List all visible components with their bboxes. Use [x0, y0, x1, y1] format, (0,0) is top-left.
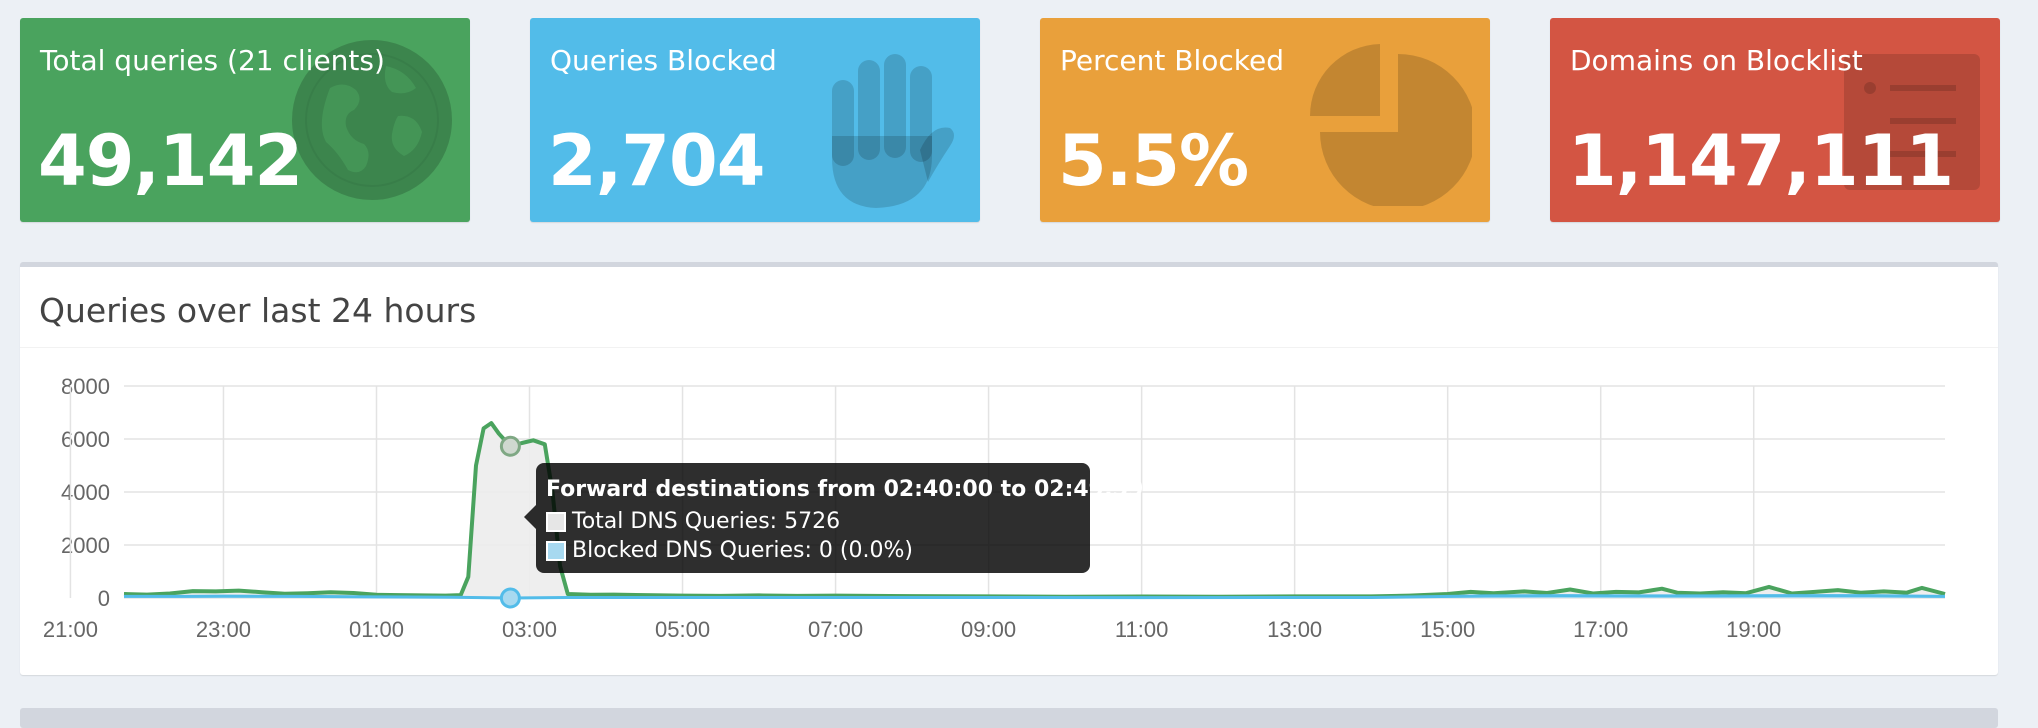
stat-value: 49,142	[38, 120, 303, 202]
y-tick-label: 2000	[61, 533, 110, 558]
stat-label: Queries Blocked	[550, 44, 777, 77]
x-tick-label: 01:00	[349, 617, 404, 642]
tooltip-row-total: Total DNS Queries: 5726	[546, 509, 840, 534]
total-queries-area	[124, 423, 1945, 598]
stat-label: Total queries (21 clients)	[40, 44, 385, 77]
x-tick-label: 09:00	[961, 617, 1016, 642]
tooltip-title: Forward destinations from 02:40:00 to 02…	[546, 477, 1144, 502]
x-tick-label: 03:00	[502, 617, 557, 642]
panel-title: Queries over last 24 hours	[39, 291, 477, 330]
stat-domains-blocklist: Domains on Blocklist 1,147,111	[1550, 18, 2000, 222]
stat-percent-blocked: Percent Blocked 5.5%	[1040, 18, 1490, 222]
x-tick-label: 13:00	[1267, 617, 1322, 642]
hand-icon	[832, 54, 954, 208]
stat-label: Percent Blocked	[1060, 44, 1284, 77]
y-tick-label: 0	[98, 586, 110, 611]
queries-panel: Queries over last 24 hours 8000 6000 4000 2…	[20, 262, 1998, 675]
stat-queries-blocked: Queries Blocked 2,704	[530, 18, 980, 222]
total-hover-point	[499, 435, 521, 457]
chart-tooltip: Forward destinations from 02:40:00 to 02…	[524, 463, 1143, 573]
x-tick-label: 07:00	[808, 617, 863, 642]
total-queries-line	[123, 421, 1946, 599]
panel-header: Queries over last 24 hours	[20, 267, 1998, 348]
blocked-hover-point	[499, 587, 521, 609]
y-tick-label: 6000	[61, 427, 110, 452]
blocked-swatch-icon	[546, 540, 566, 561]
tooltip-blocked-text: Blocked DNS Queries: 0 (0.0%)	[572, 538, 913, 563]
y-tick-label: 4000	[61, 480, 110, 505]
next-panel-edge	[20, 708, 1998, 728]
stat-value: 2,704	[548, 120, 765, 202]
stat-label: Domains on Blocklist	[1570, 44, 1863, 77]
blocked-queries-line	[124, 594, 1946, 600]
list-icon	[1844, 54, 1980, 190]
y-tick-label: 8000	[61, 374, 110, 399]
stat-total-queries: Total queries (21 clients) 49,142	[20, 18, 470, 222]
x-tick-label: 23:00	[196, 617, 251, 642]
x-tick-label: 19:00	[1726, 617, 1781, 642]
x-tick-label: 21:00	[43, 617, 98, 642]
tooltip-total-text: Total DNS Queries: 5726	[572, 509, 841, 534]
stat-value: 5.5%	[1058, 120, 1249, 202]
total-swatch-icon	[546, 511, 566, 532]
x-tick-label: 15:00	[1420, 617, 1475, 642]
x-tick-label: 11:00	[1115, 617, 1168, 642]
pie-chart-icon	[1310, 44, 1472, 206]
x-tick-label: 17:00	[1573, 617, 1628, 642]
globe-icon	[292, 40, 452, 200]
stat-value: 1,147,111	[1568, 120, 1954, 202]
x-tick-label: 05:00	[655, 617, 710, 642]
tooltip-row-blocked: Blocked DNS Queries: 0 (0.0%)	[546, 538, 913, 563]
